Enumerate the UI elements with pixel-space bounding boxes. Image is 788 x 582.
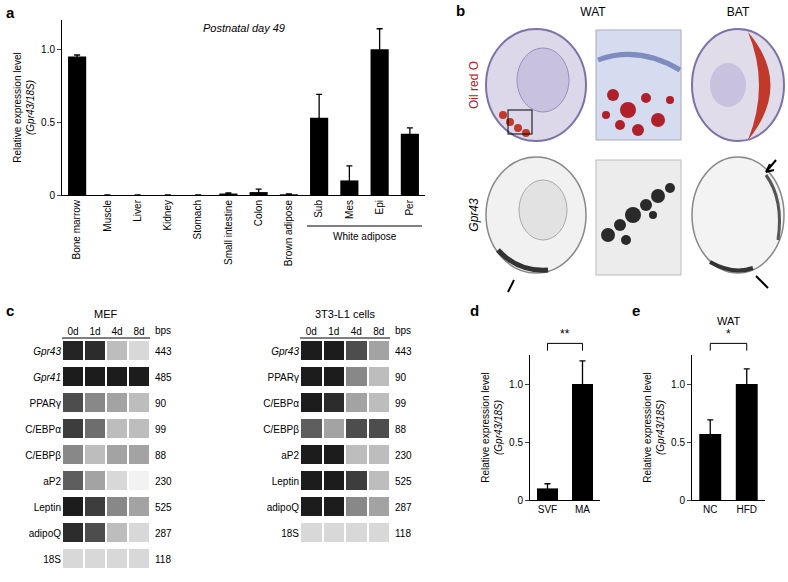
svg-text:8d: 8d: [133, 326, 144, 337]
svg-text:C/EBPα: C/EBPα: [25, 424, 61, 435]
svg-text:PPARγ: PPARγ: [268, 372, 300, 383]
svg-text:4d: 4d: [351, 326, 362, 337]
svg-text:C/EBPβ: C/EBPβ: [263, 424, 299, 435]
svg-text:443: 443: [395, 346, 412, 357]
svg-text:Brown adipose: Brown adipose: [283, 200, 294, 267]
svg-text:1d: 1d: [89, 326, 100, 337]
svg-text:MEF: MEF: [94, 308, 118, 320]
svg-text:Postnatal day 49: Postnatal day 49: [203, 22, 285, 34]
svg-text:Leptin: Leptin: [34, 502, 61, 513]
svg-text:Relative expression level(Gpr4: Relative expression level(Gpr43/18S): [480, 372, 504, 483]
svg-text:adipoQ: adipoQ: [29, 528, 61, 539]
svg-text:Gpr41: Gpr41: [33, 372, 61, 383]
svg-text:bps: bps: [395, 325, 411, 336]
svg-text:Oil red O: Oil red O: [467, 61, 481, 109]
svg-text:Muscle: Muscle: [102, 200, 113, 232]
svg-text:485: 485: [155, 372, 172, 383]
svg-text:Small intestine: Small intestine: [223, 200, 234, 265]
svg-text:Per: Per: [404, 199, 415, 215]
svg-text:18S: 18S: [43, 554, 61, 565]
svg-text:Colon: Colon: [253, 200, 264, 226]
svg-text:BAT: BAT: [727, 5, 750, 19]
svg-text:a: a: [6, 4, 15, 21]
svg-text:adipoQ: adipoQ: [267, 502, 299, 513]
svg-text:99: 99: [395, 398, 407, 409]
svg-text:**: **: [560, 327, 570, 341]
svg-text:0d: 0d: [306, 326, 317, 337]
svg-text:Gpr43: Gpr43: [33, 346, 61, 357]
svg-text:443: 443: [155, 346, 172, 357]
svg-text:PPARγ: PPARγ: [30, 398, 62, 409]
svg-text:Relative expression level(Gpr4: Relative expression level(Gpr43/18S): [12, 52, 36, 163]
svg-text:18S: 18S: [281, 528, 299, 539]
svg-text:90: 90: [395, 372, 407, 383]
svg-text:White adipose: White adipose: [333, 231, 397, 242]
svg-text:Gpr43: Gpr43: [271, 346, 299, 357]
svg-text:230: 230: [395, 450, 412, 461]
svg-text:0.5: 0.5: [671, 437, 685, 448]
svg-text:99: 99: [155, 424, 167, 435]
svg-text:Stomach: Stomach: [192, 200, 203, 239]
svg-text:8d: 8d: [373, 326, 384, 337]
svg-text:525: 525: [155, 502, 172, 513]
svg-text:0.5: 0.5: [41, 117, 55, 128]
svg-text:287: 287: [395, 502, 412, 513]
svg-text:118: 118: [395, 528, 411, 539]
svg-text:d: d: [470, 302, 479, 319]
svg-text:525: 525: [395, 476, 412, 487]
svg-text:b: b: [456, 2, 465, 19]
svg-text:1.0: 1.0: [509, 379, 523, 390]
svg-text:MA: MA: [575, 504, 590, 515]
svg-text:Gpr43: Gpr43: [467, 198, 481, 232]
svg-text:Leptin: Leptin: [272, 476, 299, 487]
svg-text:118: 118: [155, 554, 171, 565]
svg-text:1.0: 1.0: [671, 379, 685, 390]
svg-text:0: 0: [679, 495, 685, 506]
svg-text:3T3-L1 cells: 3T3-L1 cells: [315, 308, 375, 320]
svg-text:*: *: [726, 327, 731, 341]
svg-text:88: 88: [155, 450, 167, 461]
svg-text:C/EBPα: C/EBPα: [263, 398, 299, 409]
svg-text:Epi: Epi: [374, 200, 385, 214]
svg-text:0.5: 0.5: [509, 437, 523, 448]
svg-text:0: 0: [49, 190, 55, 201]
svg-text:WAT: WAT: [580, 5, 606, 19]
svg-text:1.0: 1.0: [41, 44, 55, 55]
svg-text:bps: bps: [155, 325, 171, 336]
svg-text:230: 230: [155, 476, 172, 487]
svg-text:Relative expression level(Gpr4: Relative expression level(Gpr43/18S): [642, 372, 666, 483]
svg-text:Liver: Liver: [132, 199, 143, 221]
svg-text:WAT: WAT: [717, 315, 740, 327]
svg-text:aP2: aP2: [281, 450, 299, 461]
svg-text:aP2: aP2: [43, 476, 61, 487]
svg-text:Mes: Mes: [344, 200, 355, 219]
svg-text:NC: NC: [703, 504, 717, 515]
svg-text:SVF: SVF: [538, 504, 557, 515]
svg-text:88: 88: [395, 424, 407, 435]
svg-text:4d: 4d: [111, 326, 122, 337]
svg-text:Bone marrow: Bone marrow: [71, 199, 82, 259]
svg-text:287: 287: [155, 528, 172, 539]
svg-text:C/EBPβ: C/EBPβ: [25, 450, 61, 461]
svg-text:c: c: [6, 302, 14, 319]
svg-text:e: e: [632, 302, 640, 319]
svg-text:1d: 1d: [328, 326, 339, 337]
svg-text:0: 0: [517, 495, 523, 506]
svg-text:Kidney: Kidney: [162, 200, 173, 231]
svg-text:Sub: Sub: [313, 200, 324, 218]
svg-text:HFD: HFD: [736, 504, 757, 515]
svg-text:90: 90: [155, 398, 167, 409]
svg-text:0d: 0d: [67, 326, 78, 337]
